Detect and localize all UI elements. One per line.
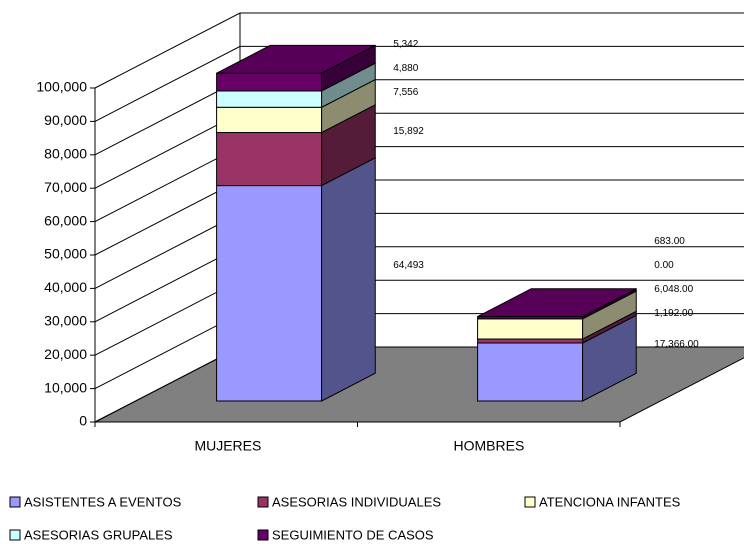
legend-label: ASESORIAS INDIVIDUALES bbox=[272, 494, 441, 509]
bar-side bbox=[321, 157, 376, 402]
legend-swatch bbox=[524, 496, 536, 508]
legend-label: SEGUIMIENTO DE CASOS bbox=[272, 527, 434, 542]
bar-top bbox=[216, 44, 376, 74]
bar-segment bbox=[216, 72, 323, 92]
legend-label: ASISTENTES A EVENTOS bbox=[24, 494, 182, 509]
bar-segment bbox=[216, 132, 323, 187]
bar-segment bbox=[216, 90, 323, 108]
y-tick-label: 90,000 bbox=[44, 112, 87, 128]
y-tick-label: 60,000 bbox=[44, 212, 87, 228]
y-tick-label: 50,000 bbox=[44, 246, 87, 262]
value-label: 64,493 bbox=[393, 260, 424, 271]
grid-line bbox=[94, 45, 744, 122]
y-tick-label: 70,000 bbox=[44, 179, 87, 195]
grid-line bbox=[94, 179, 744, 256]
grid-line bbox=[94, 279, 744, 356]
value-label: 6,048.00 bbox=[654, 284, 693, 295]
legend-swatch bbox=[257, 529, 269, 541]
value-label: 0.00 bbox=[654, 260, 674, 271]
grid-line bbox=[94, 212, 744, 289]
x-tick-label: HOMBRES bbox=[454, 438, 525, 454]
grid-line bbox=[94, 146, 744, 223]
value-label: 4,880 bbox=[393, 63, 418, 74]
value-label: 5,342 bbox=[393, 39, 418, 50]
y-tick-label: 10,000 bbox=[44, 379, 87, 395]
value-label: 7,556 bbox=[393, 87, 418, 98]
y-tick-label: 30,000 bbox=[44, 313, 87, 329]
y-tick-label: 0 bbox=[79, 413, 87, 429]
value-label: 1,192.00 bbox=[654, 308, 693, 319]
grid-line bbox=[94, 112, 744, 189]
legend-label: ATENCIONA INFANTES bbox=[539, 494, 681, 509]
y-tick-label: 80,000 bbox=[44, 146, 87, 162]
y-tick-label: 20,000 bbox=[44, 346, 87, 362]
bar-segment bbox=[477, 342, 584, 402]
legend-swatch bbox=[9, 496, 21, 508]
value-label: 15,892 bbox=[393, 126, 424, 137]
value-label: 17,366.00 bbox=[654, 339, 699, 350]
legend-label: ASESORIAS GRUPALES bbox=[24, 527, 173, 542]
y-tick-label: 40,000 bbox=[44, 279, 87, 295]
bar-top bbox=[477, 288, 637, 318]
bar-segment bbox=[216, 106, 323, 134]
x-tick-label: MUJERES bbox=[194, 438, 261, 454]
legend-swatch bbox=[257, 496, 269, 508]
bar-segment bbox=[477, 318, 584, 340]
bar-segment bbox=[477, 338, 584, 344]
y-tick-label: 100,000 bbox=[36, 79, 87, 95]
legend-swatch bbox=[9, 529, 21, 541]
floor bbox=[94, 346, 744, 423]
value-label: 683.00 bbox=[654, 236, 685, 247]
grid-line bbox=[94, 79, 744, 156]
grid-line bbox=[94, 12, 744, 89]
grid-line bbox=[94, 246, 744, 323]
bar-segment bbox=[216, 185, 323, 402]
